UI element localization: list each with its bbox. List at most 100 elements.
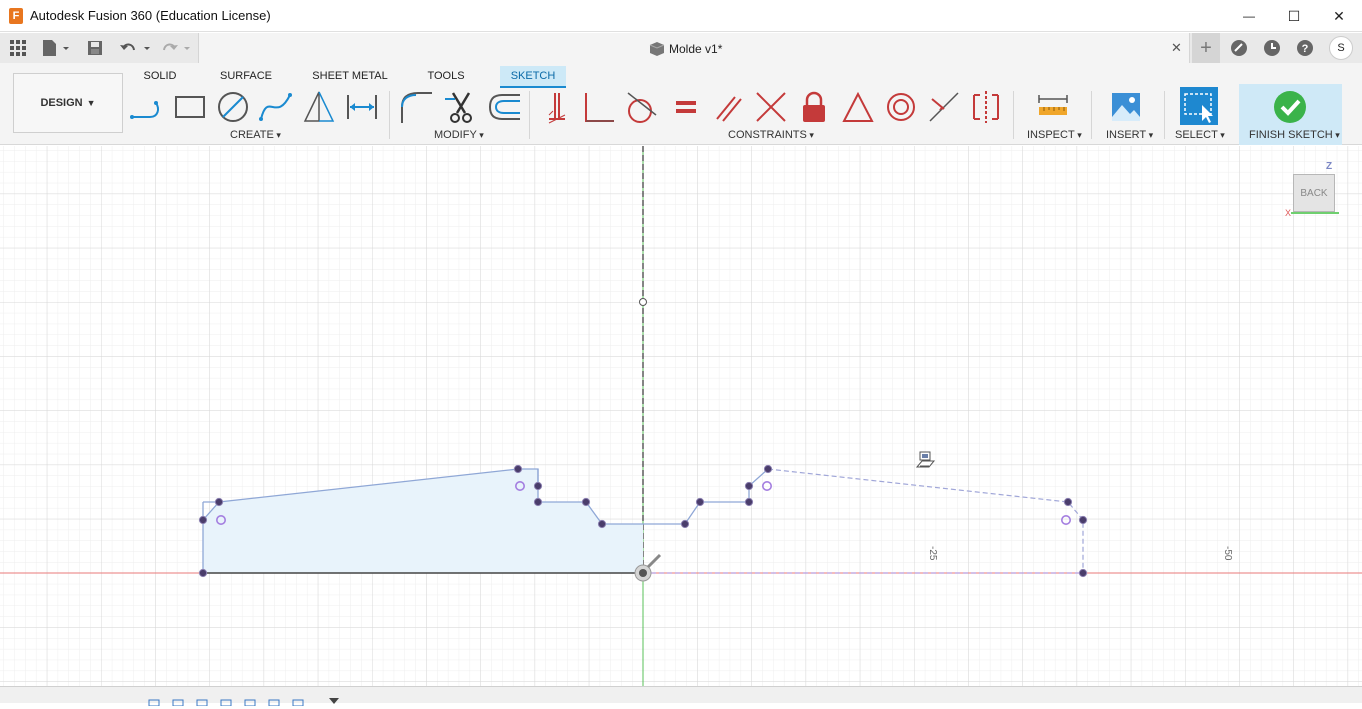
separator <box>389 91 390 139</box>
sketch-point[interactable] <box>533 497 543 507</box>
collinear-icon <box>756 92 786 122</box>
sketch-profile-fill[interactable] <box>203 469 643 573</box>
maximize-button[interactable]: ☐ <box>1271 0 1317 32</box>
workspace-switcher[interactable]: DESIGN ▼ <box>13 73 123 133</box>
sketch-point[interactable] <box>1063 497 1073 507</box>
fusion-logo-icon: F <box>9 8 23 24</box>
coincident-constraint[interactable] <box>539 89 575 125</box>
sketch-point[interactable] <box>744 497 754 507</box>
tab-sketch[interactable]: SKETCH <box>500 66 566 88</box>
minimize-button[interactable]: — <box>1226 0 1272 32</box>
spline-tool[interactable] <box>258 89 294 125</box>
arc-center-point[interactable] <box>216 514 227 525</box>
modify-menu[interactable]: MODIFY <box>434 129 484 141</box>
concentric-constraint[interactable] <box>883 89 919 125</box>
dimension-tool[interactable] <box>344 89 380 125</box>
triangle-icon <box>303 91 335 122</box>
sketch-point[interactable] <box>214 497 224 507</box>
measure-tool[interactable] <box>1035 89 1071 125</box>
origin-marker[interactable] <box>634 553 662 582</box>
sketch-point[interactable] <box>513 464 523 474</box>
inspect-menu[interactable]: INSPECT <box>1027 129 1082 141</box>
equal-icon <box>676 101 696 113</box>
sketch-canvas[interactable]: -25 -50 <box>0 146 1362 686</box>
equal-constraint[interactable] <box>668 89 704 125</box>
select-tool[interactable] <box>1180 87 1218 125</box>
close-tab-button[interactable]: ✕ <box>1171 40 1182 55</box>
finish-sketch-button[interactable]: FINISH SKETCH <box>1239 84 1342 145</box>
tab-tools[interactable]: TOOLS <box>427 70 465 82</box>
constraint-glyph-icon <box>915 451 936 468</box>
line-tool[interactable] <box>129 89 165 125</box>
circle-tool[interactable] <box>215 89 251 125</box>
triangle-outline-icon <box>842 91 874 122</box>
perpendicular-constraint[interactable] <box>582 89 618 125</box>
sketch-point[interactable] <box>581 497 591 507</box>
parallel-constraint[interactable] <box>711 89 747 125</box>
tab-surface[interactable]: SURFACE <box>220 70 272 82</box>
dimension-icon <box>347 95 377 119</box>
arc-centers <box>216 480 1072 525</box>
coincident-point-constraint[interactable] <box>926 89 962 125</box>
sketch-point[interactable] <box>198 568 208 578</box>
sketch-point[interactable] <box>763 464 773 474</box>
chevron-down-icon: ▼ <box>86 98 96 108</box>
select-icon <box>1184 93 1213 123</box>
separator <box>1013 91 1014 139</box>
extensions-icon[interactable] <box>1229 38 1249 58</box>
z-axis-label: Z <box>1326 161 1333 172</box>
separator <box>1091 91 1092 139</box>
polygon-tool[interactable] <box>301 89 337 125</box>
redo-icon[interactable] <box>160 38 194 58</box>
select-menu[interactable]: SELECT <box>1175 129 1225 141</box>
sketch-point[interactable] <box>597 519 607 529</box>
constraints-menu[interactable]: CONSTRAINTS <box>728 129 814 141</box>
document-tab[interactable]: Molde v1* ✕ <box>198 33 1190 63</box>
tab-solid[interactable]: SOLID <box>143 70 177 82</box>
sketch-point[interactable] <box>1078 515 1088 525</box>
finish-sketch-label: FINISH SKETCH <box>1249 129 1340 141</box>
sketch-point[interactable] <box>680 519 690 529</box>
arc-center-point[interactable] <box>1061 514 1072 525</box>
mirror-profile-line[interactable] <box>767 468 1084 573</box>
separator <box>1164 91 1165 139</box>
close-window-button[interactable]: ✕ <box>1316 0 1362 32</box>
tangent-constraint[interactable] <box>624 89 660 125</box>
fix-constraint[interactable] <box>796 89 832 125</box>
midpoint-constraint[interactable] <box>840 89 876 125</box>
arc-center-point[interactable] <box>514 480 525 491</box>
user-avatar[interactable]: S <box>1329 36 1353 60</box>
undo-icon[interactable] <box>118 38 152 58</box>
offset-tool[interactable] <box>486 89 522 125</box>
create-menu[interactable]: CREATE <box>230 129 281 141</box>
app-grid-icon[interactable] <box>8 38 28 58</box>
help-icon[interactable]: ? <box>1295 38 1315 58</box>
image-icon <box>1112 93 1140 121</box>
file-menu-icon[interactable] <box>40 38 72 58</box>
job-status-icon[interactable] <box>1262 38 1282 58</box>
sketch-point[interactable] <box>533 481 543 491</box>
rectangle-tool[interactable] <box>172 89 208 125</box>
insert-image-tool[interactable] <box>1108 89 1144 125</box>
save-icon[interactable] <box>86 38 104 58</box>
arc-center-point[interactable] <box>761 480 772 491</box>
document-title: Molde v1* <box>669 42 723 56</box>
dimension-label: -50 <box>1222 546 1233 561</box>
coincident-icon <box>929 92 959 122</box>
sketch-point[interactable] <box>198 515 208 525</box>
fillet-tool[interactable] <box>398 89 434 125</box>
construction-endpoint[interactable] <box>639 298 647 306</box>
view-cube[interactable]: BACK <box>1293 174 1335 212</box>
sketch-point[interactable] <box>1078 568 1088 578</box>
scissors-icon <box>445 92 472 123</box>
collinear-constraint[interactable] <box>753 89 789 125</box>
sketch-point[interactable] <box>744 481 754 491</box>
symmetry-constraint[interactable] <box>968 89 1004 125</box>
new-tab-button[interactable]: + <box>1192 33 1220 63</box>
trim-tool[interactable] <box>443 89 479 125</box>
sketch-points <box>198 464 1088 578</box>
title-bar: F Autodesk Fusion 360 (Education License… <box>0 0 1362 32</box>
insert-menu[interactable]: INSERT <box>1106 129 1153 141</box>
tab-sheet-metal[interactable]: SHEET METAL <box>312 70 388 82</box>
sketch-point[interactable] <box>695 497 705 507</box>
